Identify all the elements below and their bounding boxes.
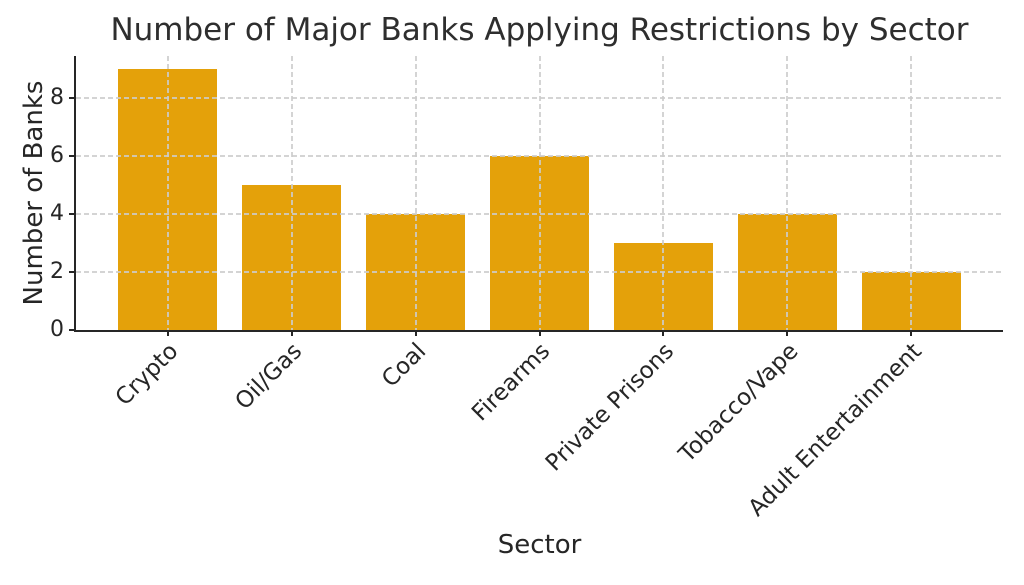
horizontal-gridline [76, 155, 1003, 158]
x-tick-mark [786, 330, 789, 336]
horizontal-gridline [76, 97, 1003, 100]
x-axis-label: Sector [497, 530, 582, 560]
x-tick-mark [662, 330, 665, 336]
y-tick-label: 2 [50, 259, 64, 284]
y-tick-label: 4 [50, 201, 64, 227]
vertical-gridline [166, 56, 169, 330]
x-tick-mark [166, 330, 169, 336]
vertical-gridline [290, 56, 293, 330]
x-tick-label: Firearms [467, 338, 556, 427]
horizontal-gridline [76, 213, 1003, 216]
x-tick-label: Tobacco/Vape [673, 338, 804, 468]
y-tick-mark [69, 329, 76, 331]
x-tick-mark [290, 330, 293, 336]
vertical-gridline [910, 56, 913, 330]
x-tick-label: Crypto [110, 338, 184, 412]
y-tick-mark [69, 97, 76, 100]
vertical-gridline [786, 56, 789, 330]
y-tick-label: 6 [50, 143, 64, 169]
bottom-axis-spine [74, 330, 1003, 332]
y-tick-label: 0 [50, 317, 64, 342]
vertical-gridline [414, 56, 417, 330]
x-tick-label: Coal [377, 338, 432, 393]
horizontal-gridline [76, 271, 1003, 273]
y-tick-mark [69, 155, 76, 158]
left-axis-spine [74, 56, 76, 332]
x-tick-label: Oil/Gas [230, 338, 308, 416]
chart-title: Number of Major Banks Applying Restricti… [110, 12, 969, 48]
x-tick-mark [414, 330, 417, 336]
vertical-gridline [538, 56, 541, 330]
y-tick-mark [69, 271, 76, 273]
x-tick-label: Private Prisons [540, 338, 680, 477]
x-tick-mark [538, 330, 541, 336]
y-tick-label: 8 [50, 85, 64, 111]
x-tick-mark [910, 330, 913, 336]
vertical-gridline [662, 56, 665, 330]
y-tick-mark [69, 213, 76, 216]
